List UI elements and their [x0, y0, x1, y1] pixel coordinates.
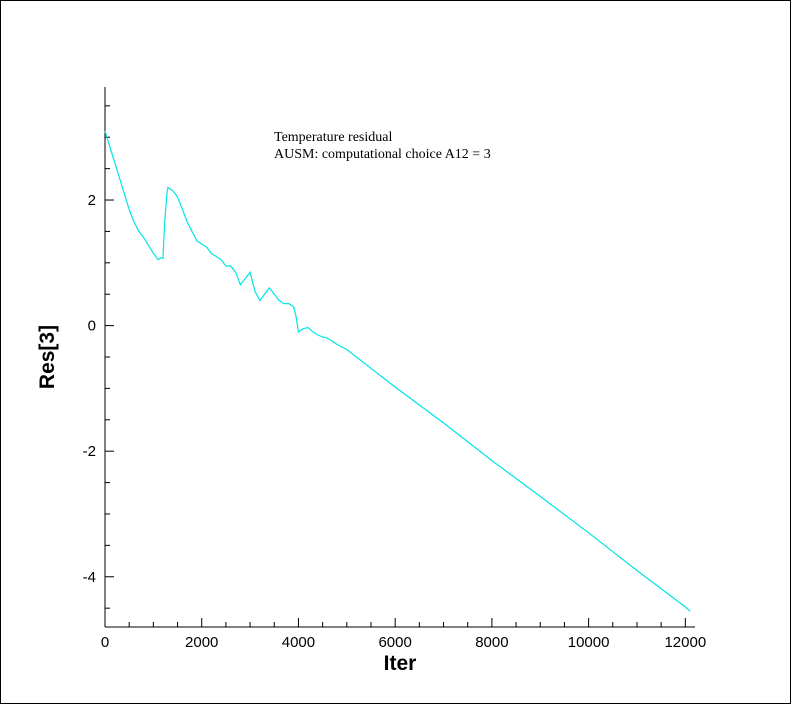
x-tick-label: 12000 — [664, 634, 706, 651]
y-tick-label: 2 — [88, 192, 96, 209]
annotation-line-1: Temperature residual — [274, 130, 392, 145]
x-tick-label: 8000 — [475, 634, 508, 651]
y-tick-label: 0 — [88, 318, 96, 335]
x-tick-label: 0 — [101, 634, 109, 651]
annotation-line-2: AUSM: computational choice A12 = 3 — [274, 147, 491, 162]
y-axis-title: Res[3] — [36, 325, 59, 389]
x-tick-label: 6000 — [378, 634, 411, 651]
series-line — [104, 130, 691, 612]
x-tick-label: 4000 — [282, 634, 315, 651]
x-axis-title: Iter — [384, 652, 417, 675]
x-tick-label: 10000 — [568, 634, 610, 651]
y-tick-label: -4 — [83, 569, 96, 586]
tick-marks — [104, 105, 686, 627]
tick-labels: 0 2000 4000 6000 8000 10000 12000 -4 -2 0 2 — [83, 192, 707, 651]
x-tick-label: 2000 — [185, 634, 218, 651]
y-tick-label: -2 — [83, 443, 96, 460]
